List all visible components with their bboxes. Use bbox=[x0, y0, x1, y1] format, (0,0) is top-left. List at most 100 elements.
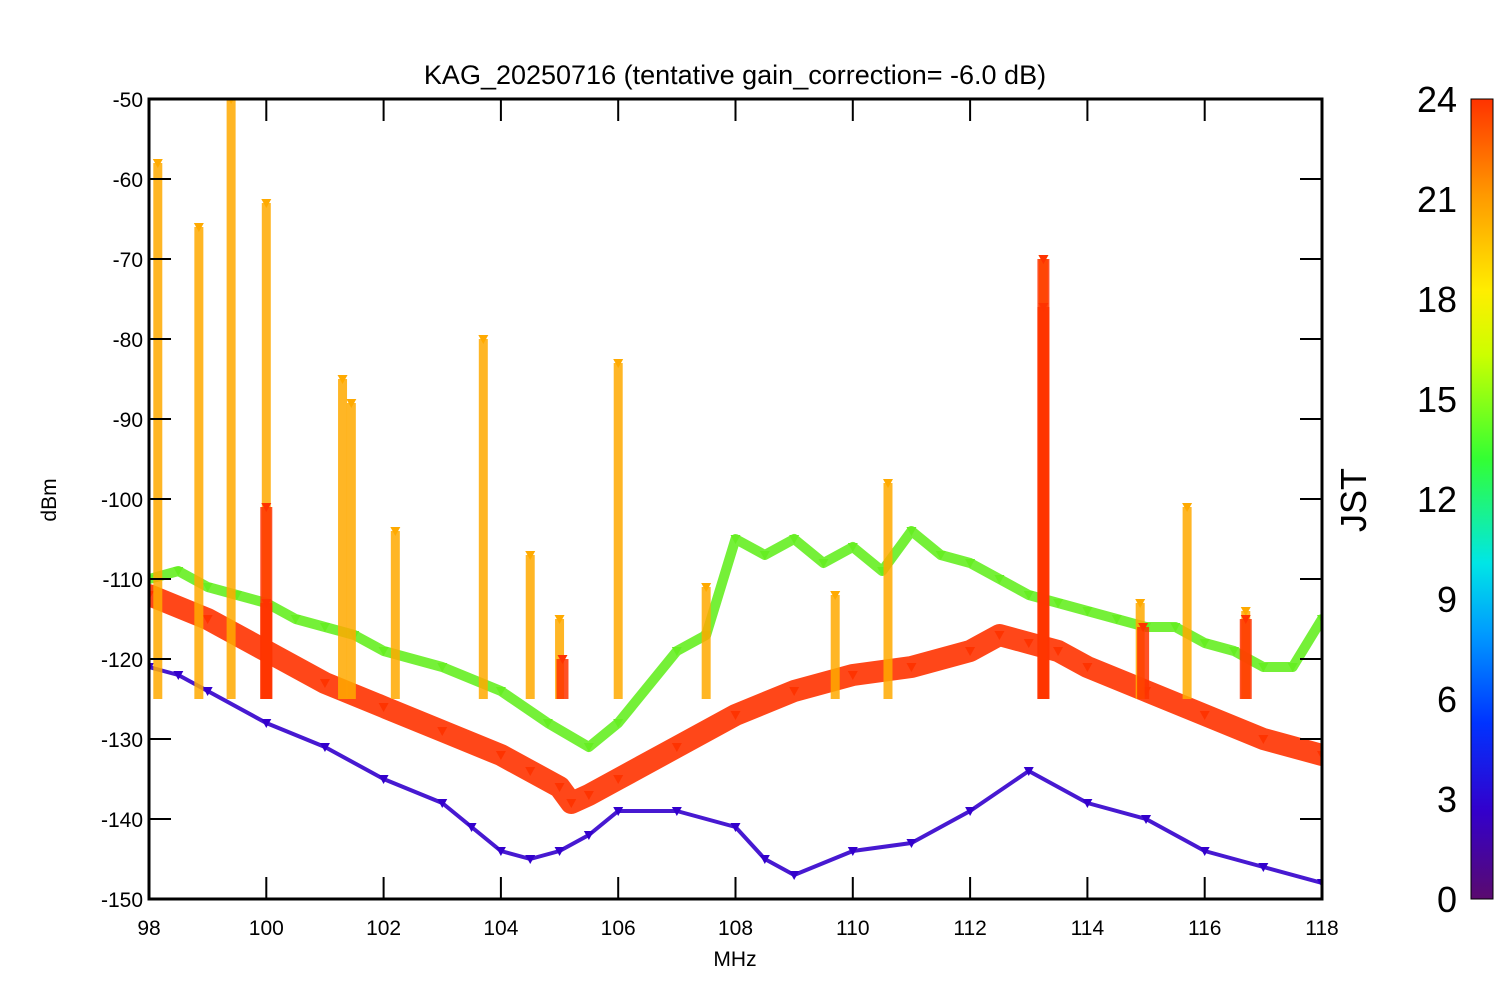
series-line bbox=[149, 665, 1322, 885]
data-point bbox=[847, 543, 858, 552]
colorbar-tick-label: 12 bbox=[1417, 479, 1457, 520]
data-point bbox=[789, 871, 800, 880]
colorbar bbox=[1470, 98, 1494, 900]
colorbar-tick-label: 15 bbox=[1417, 379, 1457, 420]
data-point bbox=[994, 631, 1005, 640]
data-point bbox=[202, 615, 213, 624]
colorbar-tick-label: 18 bbox=[1417, 279, 1457, 320]
data-point bbox=[495, 847, 506, 856]
x-tick-label: 106 bbox=[601, 917, 636, 940]
data-point bbox=[935, 551, 946, 560]
data-point bbox=[906, 839, 917, 848]
data-point bbox=[1229, 647, 1240, 656]
data-point bbox=[671, 807, 682, 816]
data-point bbox=[1053, 599, 1064, 608]
x-tick-label: 100 bbox=[249, 917, 284, 940]
data-point bbox=[525, 855, 536, 864]
data-point bbox=[1258, 735, 1269, 744]
x-tick-label: 108 bbox=[718, 917, 753, 940]
data-point bbox=[1240, 607, 1251, 616]
y-tick-label: -100 bbox=[101, 489, 143, 512]
data-point bbox=[1082, 663, 1093, 672]
data-point bbox=[1141, 815, 1152, 824]
x-tick-label: 102 bbox=[366, 917, 401, 940]
data-point bbox=[583, 791, 594, 800]
data-point bbox=[1258, 663, 1269, 672]
data-point bbox=[1023, 591, 1034, 600]
data-point bbox=[337, 375, 348, 384]
x-tick-label: 118 bbox=[1305, 917, 1338, 940]
data-point bbox=[906, 663, 917, 672]
colorbar-tick-label: 0 bbox=[1437, 879, 1457, 920]
colorbar-tick-label: 9 bbox=[1437, 579, 1457, 620]
data-point bbox=[1199, 639, 1210, 648]
colorbar-title: JST bbox=[1333, 468, 1374, 532]
data-point bbox=[701, 583, 712, 592]
x-tick-label: 116 bbox=[1188, 917, 1221, 940]
data-point bbox=[730, 535, 741, 544]
data-point bbox=[994, 575, 1005, 584]
y-axis-label: dBm bbox=[38, 478, 61, 521]
data-point bbox=[730, 823, 741, 832]
data-point bbox=[1199, 847, 1210, 856]
data-point bbox=[378, 647, 389, 656]
data-point bbox=[671, 743, 682, 752]
y-tick-label: -150 bbox=[101, 889, 143, 912]
data-point bbox=[1135, 599, 1146, 608]
colorbar-tick-label: 6 bbox=[1437, 679, 1457, 720]
data-point bbox=[613, 775, 624, 784]
y-tick-label: -70 bbox=[113, 249, 143, 272]
y-tick-label: -90 bbox=[113, 409, 143, 432]
data-point bbox=[495, 687, 506, 696]
data-point bbox=[437, 799, 448, 808]
data-point bbox=[965, 807, 976, 816]
data-point bbox=[193, 223, 204, 232]
y-tick-label: -80 bbox=[113, 329, 143, 352]
data-point bbox=[390, 527, 401, 536]
colorbar-tick-label: 21 bbox=[1417, 179, 1457, 220]
y-tick-label: -50 bbox=[113, 89, 143, 112]
colorbar-tick-label: 24 bbox=[1417, 79, 1457, 120]
series-night_lower_floor bbox=[149, 663, 1322, 888]
data-point bbox=[613, 719, 624, 728]
x-axis-ticks: 98 100 102 104 106 108 110 112 114 116 118 bbox=[137, 99, 1339, 940]
x-tick-label: 110 bbox=[836, 917, 869, 940]
series-noise_floor_band bbox=[149, 584, 1322, 814]
y-tick-label: -110 bbox=[103, 569, 143, 592]
x-tick-label: 114 bbox=[1071, 917, 1105, 940]
data-point bbox=[1053, 647, 1064, 656]
data-point bbox=[478, 335, 489, 344]
x-axis-label: MHz bbox=[713, 948, 756, 971]
data-point bbox=[965, 559, 976, 568]
colorbar-tick-label: 3 bbox=[1437, 779, 1457, 820]
data-point bbox=[319, 679, 330, 688]
data-point bbox=[583, 831, 594, 840]
data-point bbox=[789, 687, 800, 696]
data-point bbox=[554, 615, 565, 624]
data-point bbox=[906, 527, 917, 536]
data-point bbox=[1240, 615, 1251, 624]
y-tick-label: -120 bbox=[101, 649, 143, 672]
colorbar-ticks: 0 3 6 9 12 15 18 21 24 bbox=[1417, 79, 1457, 920]
data-point bbox=[495, 751, 506, 760]
data-point bbox=[1038, 303, 1049, 312]
data-point bbox=[1082, 607, 1093, 616]
data-point bbox=[525, 551, 536, 560]
data-point bbox=[437, 663, 448, 672]
plot-frame bbox=[147, 97, 1324, 901]
data-point bbox=[671, 647, 682, 656]
data-point bbox=[1111, 615, 1122, 624]
data-point bbox=[554, 847, 565, 856]
data-point bbox=[466, 823, 477, 832]
data-point bbox=[173, 671, 184, 680]
y-tick-label: -140 bbox=[101, 809, 143, 832]
y-tick-label: -60 bbox=[113, 169, 143, 192]
data-point bbox=[554, 783, 565, 792]
data-point bbox=[613, 359, 624, 368]
data-point bbox=[1138, 623, 1149, 632]
data-point bbox=[1170, 623, 1181, 632]
data-point bbox=[1023, 767, 1034, 776]
data-point bbox=[818, 559, 829, 568]
data-point bbox=[789, 535, 800, 544]
data-point bbox=[152, 159, 163, 168]
